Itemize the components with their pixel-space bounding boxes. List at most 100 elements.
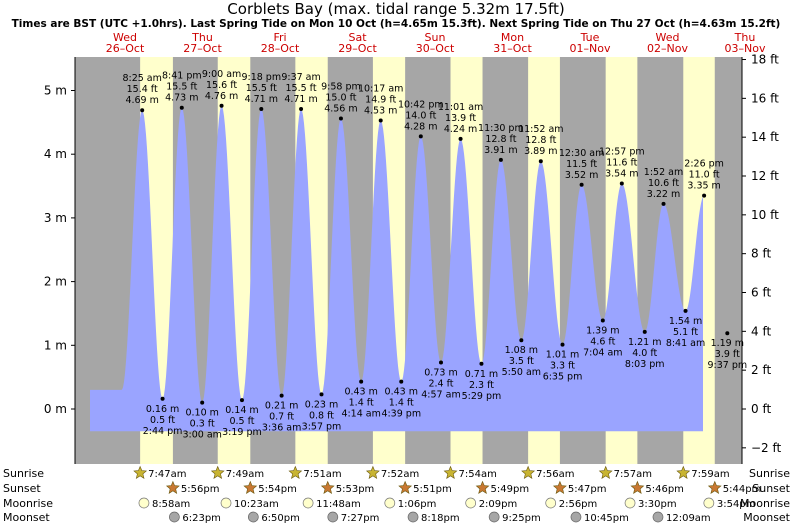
high-tide-height: 4.71 m [245, 94, 278, 105]
sunset-icon [552, 480, 567, 494]
sunset-icon [320, 480, 335, 494]
low-tide-time: 4:39 pm [381, 409, 421, 420]
low-tide-height: 0.16 m [146, 404, 179, 415]
tide-point [319, 392, 324, 397]
high-tide-height: 3.91 m [484, 145, 517, 156]
row-label-left: Moonset [3, 511, 50, 524]
tide-point [200, 400, 205, 405]
high-tide-height: 4.53 m [364, 105, 397, 116]
sunrise-icon [210, 465, 225, 479]
moonrise-time: 3:30pm [638, 499, 677, 510]
right-tick-label: 16 ft [751, 91, 779, 105]
low-tide-time: 7:04 am [583, 347, 622, 358]
water-level [90, 106, 703, 432]
tide-point [600, 318, 605, 323]
high-tide-height: 3.52 m [565, 170, 598, 181]
row-label-right: Moonset [743, 511, 790, 524]
tide-point [338, 116, 343, 121]
low-tide-feet: 2.4 ft [428, 378, 453, 389]
sunset-time: 5:46pm [645, 484, 684, 495]
right-tick-label: 2 ft [751, 363, 771, 377]
low-tide-height: 0.14 m [225, 405, 258, 416]
high-tide-feet: 15.5 ft [246, 83, 277, 94]
low-tide-height: 0.73 m [424, 367, 457, 378]
sunrise-icon [598, 465, 613, 479]
sunrise-time: 7:51am [303, 469, 341, 480]
day-label-date: 01–Nov [570, 42, 611, 55]
right-tick-label: 4 ft [751, 324, 771, 338]
right-tick-label: 12 ft [751, 169, 779, 183]
tide-point [239, 398, 244, 403]
day-label-date: 31–Oct [493, 42, 532, 55]
day-label-date: 27–Oct [183, 42, 222, 55]
high-tide-time: 9:58 pm [321, 82, 361, 93]
moonset-icon [488, 511, 500, 523]
sunrise-time: 7:49am [226, 469, 264, 480]
day-label-dow: Mon [501, 31, 524, 44]
right-tick-label: −2 ft [751, 441, 782, 455]
low-tide-height: 0.23 m [305, 399, 338, 410]
right-axis-feet: −2 ft 0 ft 2 ft 4 ft 6 ft 8 ft 10 ft 12 ft 14 ft… [741, 53, 782, 464]
day-label-date: 03–Nov [725, 42, 766, 55]
low-tide-feet: 3.9 ft [715, 349, 740, 360]
high-tide-feet: 15.5 ft [286, 83, 317, 94]
right-tick-label: 0 ft [751, 402, 771, 416]
sunset-icon [630, 480, 645, 494]
tide-point [619, 181, 624, 186]
day-label-dow: Wed [656, 31, 680, 44]
high-tide-feet: 12.8 ft [525, 135, 556, 146]
sunset-time: 5:44pm [723, 484, 762, 495]
moonset-icon [247, 511, 259, 523]
high-tide-time: 8:41 pm [162, 71, 202, 82]
sunrise-icon [676, 465, 691, 479]
low-tide-feet: 3.3 ft [550, 361, 575, 372]
low-tide-feet: 1.4 ft [389, 398, 414, 409]
low-tide-feet: 4.0 ft [632, 348, 657, 359]
right-tick-label: 6 ft [751, 286, 771, 300]
high-tide-time: 2:26 pm [684, 159, 724, 170]
astro-rows: Sunrise Sunrise Sunset Sunset Moonrise Moonri… [3, 465, 791, 524]
row-label-right: Moonrise [740, 497, 790, 510]
sunset-time: 5:49pm [491, 484, 530, 495]
right-tick-label: 10 ft [751, 208, 779, 222]
day-label-date: 02–Nov [647, 42, 688, 55]
low-tide-height: 0.10 m [185, 408, 218, 419]
day-label-date: 29–Oct [338, 42, 377, 55]
low-tide-feet: 0.3 ft [190, 419, 215, 430]
sunrise-icon [365, 465, 380, 479]
high-tide-time: 9:00 am [202, 69, 241, 80]
tide-point [519, 338, 524, 343]
sunrise-time: 7:57am [614, 469, 652, 480]
low-tide-time: 3:19 pm [222, 427, 262, 438]
high-tide-height: 4.28 m [404, 121, 437, 132]
sunrise-icon [133, 465, 148, 479]
moonrise-icon [545, 497, 557, 509]
sunrise-time: 7:59am [691, 469, 729, 480]
low-tide-height: 1.08 m [505, 345, 538, 356]
day-label-date: 30–Oct [416, 42, 455, 55]
low-tide-time: 4:14 am [341, 409, 380, 420]
moonrise-icon [138, 497, 150, 509]
low-tide-feet: 1.4 ft [349, 398, 374, 409]
row-label-left: Sunset [3, 482, 41, 495]
day-label-dow: Sat [348, 31, 367, 44]
day-label-date: 28–Oct [261, 42, 300, 55]
left-axis-meters: 0 m 1 m 2 m 3 m 4 m 5 m [44, 57, 76, 464]
day-label-dow: Tue [580, 31, 600, 44]
chart-subtitle: Times are BST (UTC +1.0hrs). Last Spring… [12, 18, 781, 30]
day-label-dow: Sun [425, 31, 446, 44]
sunrise-time: 7:47am [148, 469, 186, 480]
moonset-time: 10:45pm [584, 513, 629, 524]
left-tick-label: 3 m [44, 211, 67, 225]
tide-point [359, 379, 364, 384]
moonrise-time: 1:06pm [398, 499, 437, 510]
tide-point [642, 329, 647, 334]
left-tick-label: 0 m [44, 402, 67, 416]
low-tide-feet: 2.3 ft [469, 380, 494, 391]
moonrise-icon [703, 497, 715, 509]
right-tick-label: 8 ft [751, 247, 771, 261]
left-tick-label: 4 m [44, 147, 67, 161]
low-tide-time: 4:57 am [421, 389, 460, 400]
high-tide-height: 4.56 m [324, 104, 357, 115]
high-tide-feet: 13.9 ft [445, 113, 476, 124]
